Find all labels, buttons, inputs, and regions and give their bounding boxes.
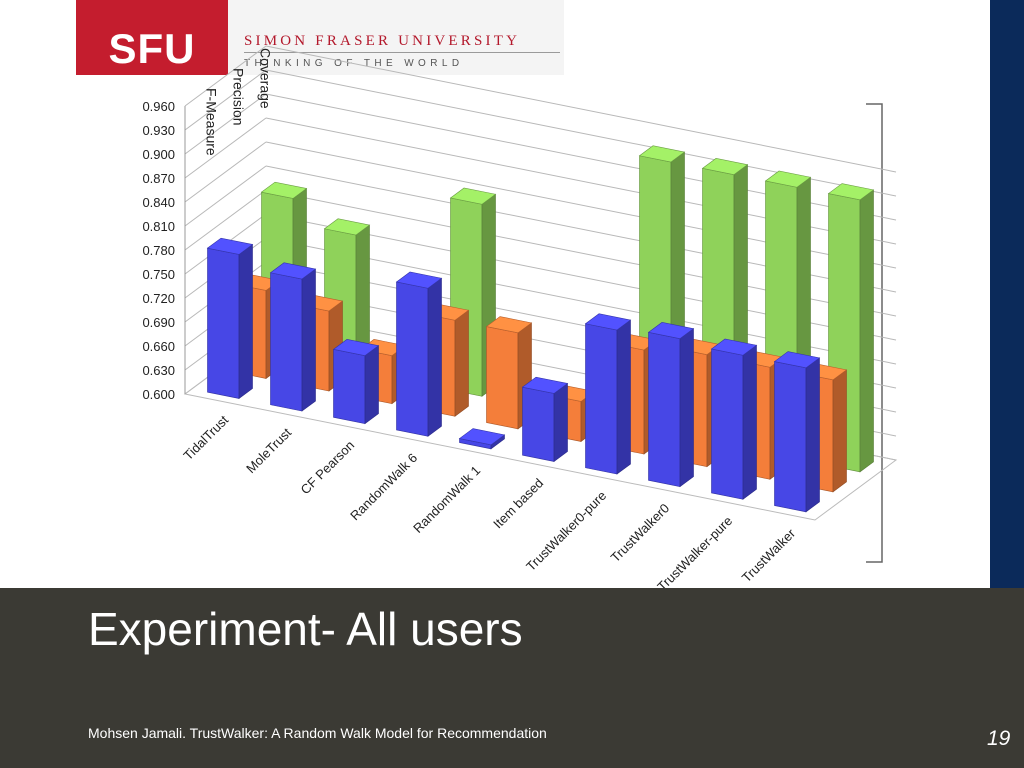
bar-f-measure	[584, 313, 632, 475]
bar-side-face	[859, 189, 874, 473]
side-wall-gridline	[184, 141, 267, 203]
footer-bar	[0, 588, 1024, 768]
bar-top-face	[458, 428, 506, 446]
bar-side-face	[742, 344, 757, 500]
bar-front-face	[333, 348, 366, 425]
bar-front-face	[270, 272, 303, 412]
university-name: SIMON FRASER UNIVERSITY	[244, 33, 521, 49]
bar-top-face	[269, 262, 317, 280]
bar-side-face	[679, 328, 694, 488]
bar-front-face	[648, 331, 681, 488]
slide-title: Experiment- All users	[88, 603, 523, 655]
page-number: 19	[987, 727, 1011, 750]
bar-front-face	[522, 386, 555, 462]
y-tick-label: 0.750	[142, 267, 175, 282]
bar-top-face	[584, 313, 632, 331]
y-tick-label: 0.810	[142, 219, 175, 234]
side-wall-gridline	[184, 117, 267, 179]
series-label-f-measure: F-Measure	[204, 88, 220, 156]
y-tick-label: 0.660	[142, 339, 175, 354]
x-category-label: MoleTrust	[243, 425, 294, 476]
bar-top-face	[260, 181, 308, 199]
bar-f-measure	[647, 322, 695, 488]
bar-side-face	[427, 277, 442, 437]
side-wall-gridline	[184, 93, 267, 155]
footer-citation: Mohsen Jamali. TrustWalker: A Random Wal…	[88, 725, 547, 741]
y-tick-label: 0.870	[142, 171, 175, 186]
bar-side-face	[832, 369, 847, 493]
side-wall-gridline	[184, 189, 267, 251]
bar-front-face	[585, 323, 618, 475]
x-category-label: TidalTrust	[180, 412, 231, 463]
bar-front-face	[396, 281, 429, 437]
sfu-logo-mark: SFU	[76, 0, 228, 75]
sfu-logo-text: SFU	[108, 25, 196, 72]
bar-f-measure	[332, 339, 380, 425]
university-wordmark: SIMON FRASER UNIVERSITY THINKING OF THE …	[228, 0, 564, 75]
y-tick-label: 0.630	[142, 363, 175, 378]
bar-f-measure	[206, 237, 254, 400]
bar-f-measure	[710, 338, 758, 500]
side-wall-gridline	[184, 45, 267, 107]
bar-f-measure	[458, 428, 506, 450]
bar-side-face	[616, 319, 631, 475]
bar-side-face	[238, 243, 253, 400]
bar-side-face	[454, 309, 469, 417]
x-category-label: RandomWalk 6	[347, 450, 420, 523]
bar-front-face	[711, 348, 744, 500]
bar-side-face	[364, 345, 379, 425]
bar-front-face	[486, 326, 519, 430]
x-category-label: Item based	[490, 475, 546, 531]
right-accent-band	[990, 0, 1024, 588]
bar-f-measure	[773, 351, 821, 513]
bar-top-face	[773, 351, 821, 369]
y-tick-label: 0.900	[142, 147, 175, 162]
y-tick-label: 0.840	[142, 195, 175, 210]
bar-f-measure	[521, 376, 569, 463]
bar-top-face	[206, 237, 254, 255]
y-tick-label: 0.930	[142, 123, 175, 138]
wordmark-divider	[244, 52, 560, 53]
bar-top-face	[521, 376, 569, 394]
x-category-label: TrustWalker0	[608, 501, 673, 566]
bar-side-face	[553, 382, 568, 463]
bar-top-face	[395, 271, 443, 289]
bar-top-face	[647, 322, 695, 339]
bar-top-face	[701, 158, 749, 175]
bar-top-face	[764, 170, 812, 188]
x-category-label: TrustWalker	[739, 525, 799, 585]
side-wall-gridline	[184, 69, 267, 131]
y-tick-label: 0.780	[142, 243, 175, 258]
bar-top-face	[323, 218, 371, 236]
series-label-coverage: Coverage	[258, 48, 274, 109]
bar-front-face	[774, 361, 807, 513]
y-tick-label: 0.960	[142, 99, 175, 114]
bar-f-measure	[395, 271, 443, 437]
back-wall-gridline	[265, 45, 897, 173]
bar-side-face	[805, 357, 820, 513]
bar-top-face	[449, 187, 497, 205]
x-category-label: TrustWalker0-pure	[523, 488, 609, 574]
bar-f-measure	[269, 262, 317, 412]
x-category-label: RandomWalk 1	[410, 463, 483, 536]
bar-front-face	[207, 247, 240, 399]
y-tick-label: 0.690	[142, 315, 175, 330]
bar-side-face	[301, 268, 316, 412]
y-tick-label: 0.720	[142, 291, 175, 306]
bar-top-face	[638, 145, 686, 163]
x-category-label: CF Pearson	[298, 438, 358, 498]
results-3d-bar-chart: 0.960 0.930 0.900 0.870 0.840 0.810 0.780 0.750…	[142, 45, 898, 588]
bar-top-face	[332, 339, 380, 356]
x-category-label: TrustWalker-pure	[654, 513, 735, 588]
bar-top-face	[485, 316, 533, 334]
series-label-precision: Precision	[231, 68, 247, 126]
y-tick-label: 0.600	[142, 387, 175, 402]
legend-bracket	[866, 103, 883, 563]
bar-top-face	[710, 338, 758, 356]
side-wall-gridline	[184, 165, 267, 227]
chart-body: 0.960 0.930 0.900 0.870 0.840 0.810 0.780 0.750…	[142, 45, 898, 588]
bar-top-face	[827, 183, 875, 201]
